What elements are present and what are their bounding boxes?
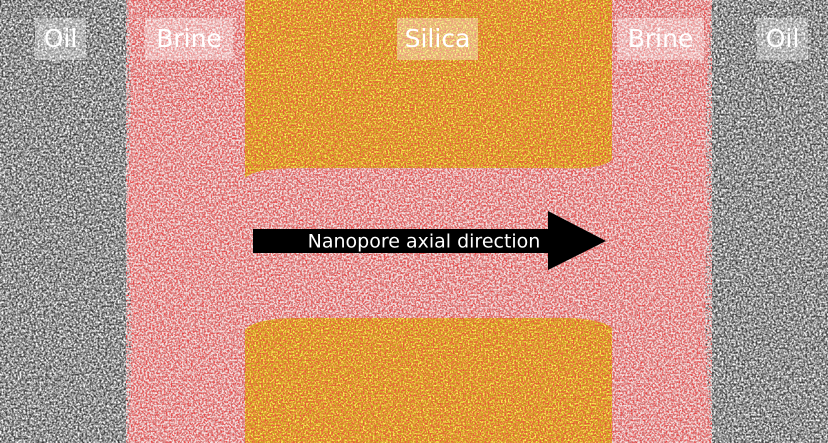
region-label: Brine <box>628 24 694 53</box>
region-label: Oil <box>44 24 78 53</box>
region-label: Brine <box>156 24 222 53</box>
region-label: Silica <box>405 24 471 53</box>
region-labels: Oil Brine Silica Brine Oil <box>35 18 808 60</box>
arrow-label: Nanopore axial direction <box>308 231 541 253</box>
simulation-snapshot: Oil Brine Silica Brine Oil Nanopore axial di… <box>0 0 828 443</box>
region-label: Oil <box>766 24 800 53</box>
